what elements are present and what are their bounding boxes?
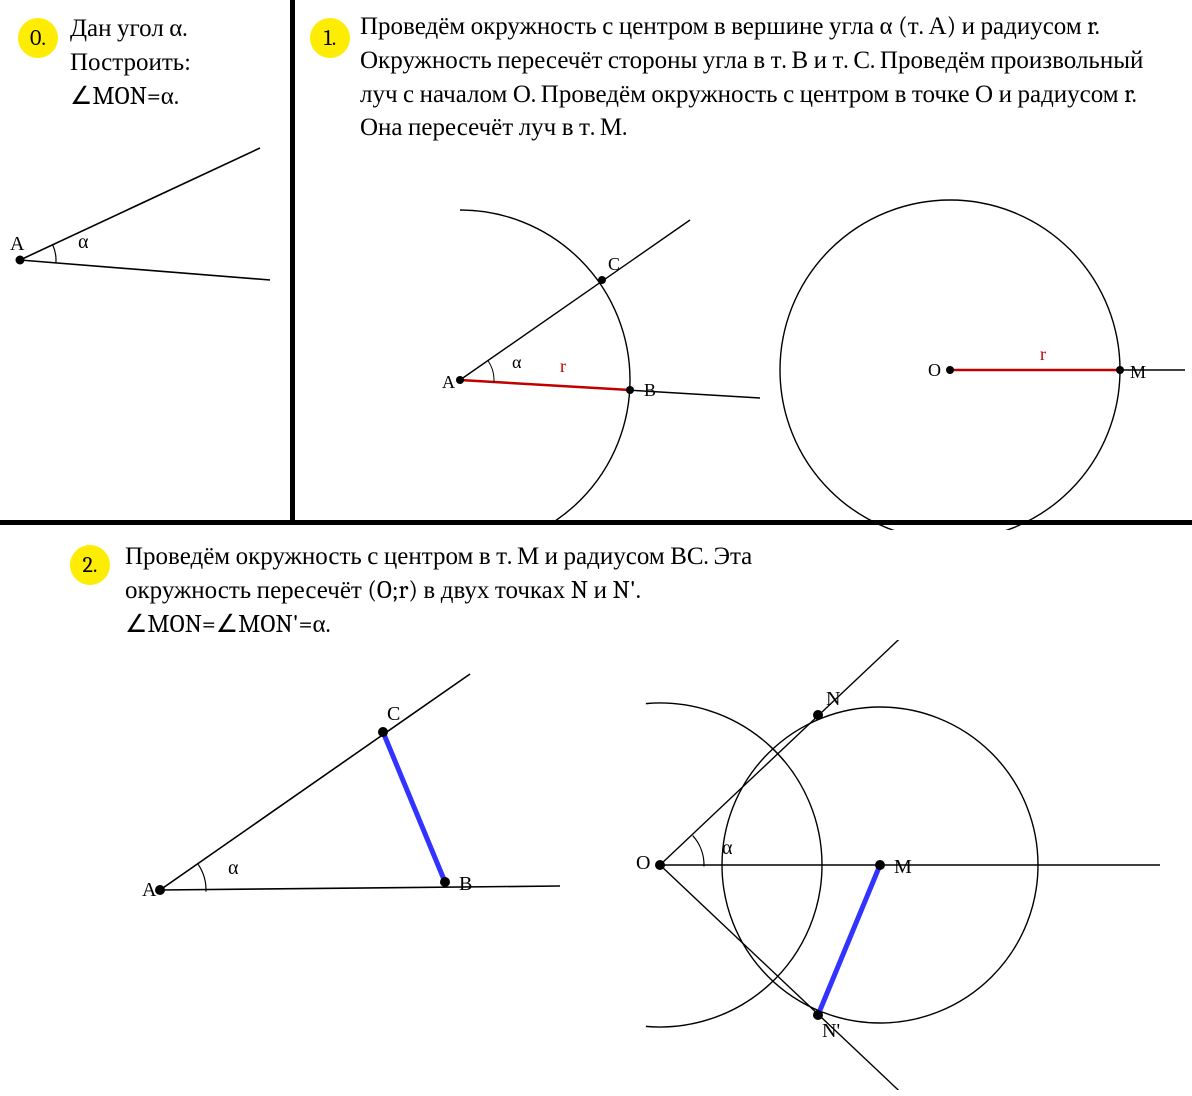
step1-badge: 1.: [310, 18, 350, 58]
svg-text:r: r: [1040, 344, 1046, 364]
step2-diagram-left: A В Сα: [100, 670, 580, 970]
step0-diagram: Aα: [0, 120, 290, 320]
svg-text:М: М: [894, 856, 912, 878]
step0-badge: 0.: [18, 18, 58, 58]
svg-text:A: A: [10, 233, 25, 255]
step1-text: Проведём окружность с центром в вершине …: [360, 10, 1170, 145]
svg-text:α: α: [228, 857, 239, 879]
step1-diagram-right: О Мr: [770, 190, 1190, 530]
svg-text:r: r: [560, 356, 566, 376]
step2-diagram-right: О М N N' α: [600, 640, 1180, 1090]
step0-text: Дан угол α. Построить: ∠MON=α.: [70, 12, 280, 113]
svg-text:α: α: [512, 352, 522, 372]
svg-text:О: О: [928, 360, 941, 380]
svg-text:A: A: [142, 879, 157, 901]
svg-text:N: N: [826, 688, 840, 710]
svg-text:N': N': [822, 1020, 840, 1042]
step2-text: Проведём окружность с центром в т. М и р…: [125, 540, 845, 641]
svg-text:α: α: [722, 837, 733, 859]
svg-text:С: С: [608, 254, 620, 274]
step2-badge: 2.: [70, 545, 110, 585]
svg-text:В: В: [459, 873, 472, 895]
svg-text:A: A: [442, 372, 455, 392]
svg-text:В: В: [644, 380, 656, 400]
vertical-divider: [290, 0, 295, 520]
svg-text:О: О: [636, 852, 650, 874]
svg-text:С: С: [387, 703, 400, 725]
step1-diagram-left: A В Сα r: [340, 190, 770, 520]
svg-text:М: М: [1130, 362, 1146, 382]
svg-text:α: α: [78, 231, 89, 253]
